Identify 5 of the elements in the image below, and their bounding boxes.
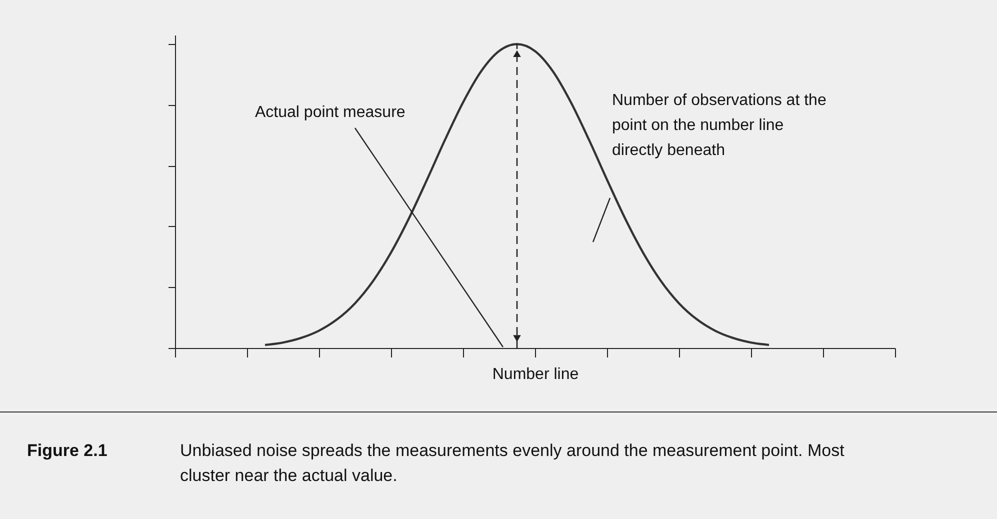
caption: Figure 2.1 (27, 441, 108, 460)
x-axis-title: Number line (492, 366, 579, 383)
text: Unbiased noise spreads the measurements evenly around the measurement point. Most cluster near the actual value. (180, 441, 845, 485)
annotation: Number of observations at the point on the number line directly beneath (612, 92, 826, 159)
annotation: Actual point measure (255, 104, 406, 121)
